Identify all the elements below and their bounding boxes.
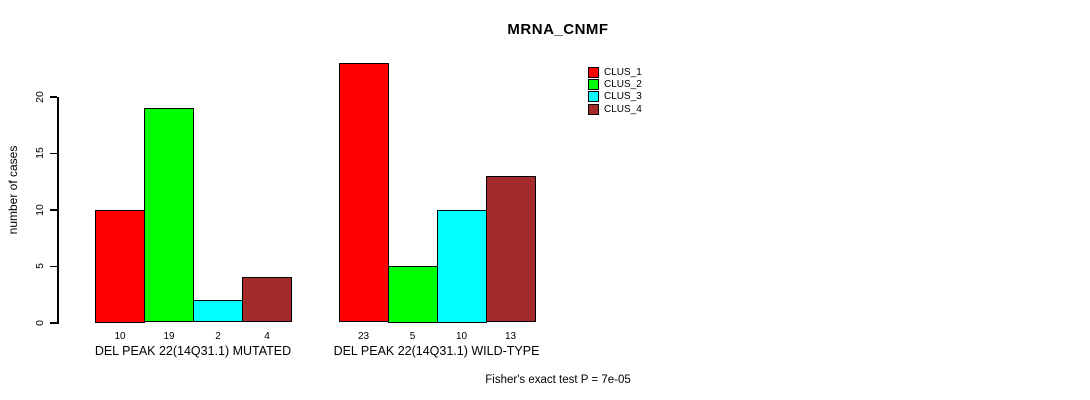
y-axis-line xyxy=(57,96,59,324)
legend-label-clus_4: CLUS_4 xyxy=(604,103,642,115)
y-axis-tick-label: 0 xyxy=(34,319,46,326)
y-axis-tick xyxy=(50,322,57,324)
bar-value-label: 4 xyxy=(264,331,270,342)
bar-clus_4-group1 xyxy=(242,277,292,323)
bar-value-label: 2 xyxy=(215,331,221,342)
bar-clus_1-group1 xyxy=(95,209,145,323)
y-axis-tick xyxy=(50,209,57,211)
y-axis-tick-label: 10 xyxy=(34,203,46,216)
bar-clus_1-group2 xyxy=(338,62,389,323)
bar-value-label: 13 xyxy=(504,331,517,342)
y-axis-tick xyxy=(50,152,57,154)
bar-clus_4-group2 xyxy=(485,175,536,323)
bar-value-label: 19 xyxy=(163,331,175,342)
bar-clus_2-group2 xyxy=(387,266,438,323)
legend-swatch-clus_1 xyxy=(588,67,599,78)
y-axis-tick-label: 15 xyxy=(34,147,46,159)
bar-clus_2-group1 xyxy=(144,107,194,323)
category-label: DEL PEAK 22(14Q31.1) MUTATED xyxy=(94,344,292,358)
chart-title: MRNA_CNMF xyxy=(507,21,609,38)
y-axis-title: number of cases xyxy=(6,145,20,235)
bar-value-label: 10 xyxy=(455,331,468,342)
legend-swatch-clus_3 xyxy=(588,91,599,103)
annotation-fisher-test: Fisher's exact test P = 7e-05 xyxy=(485,374,631,386)
bar-value-label: 5 xyxy=(409,331,416,342)
bar-value-label: 23 xyxy=(357,331,370,342)
legend-label-clus_2: CLUS_2 xyxy=(604,79,642,91)
legend-label-clus_1: CLUS_1 xyxy=(604,67,642,78)
y-axis-tick-label: 5 xyxy=(34,263,46,269)
y-axis-tick xyxy=(50,96,57,98)
y-axis-tick-label: 20 xyxy=(34,90,46,103)
legend-swatch-clus_4 xyxy=(588,103,599,115)
bar-value-label: 10 xyxy=(114,331,126,342)
legend-swatch-clus_2 xyxy=(588,79,599,91)
y-axis-tick xyxy=(50,265,57,267)
bar-clus_3-group1 xyxy=(193,299,243,323)
bar-clus_3-group2 xyxy=(436,209,487,323)
legend-label-clus_3: CLUS_3 xyxy=(604,91,642,103)
category-label: DEL PEAK 22(14Q31.1) WILD-TYPE xyxy=(333,344,540,358)
